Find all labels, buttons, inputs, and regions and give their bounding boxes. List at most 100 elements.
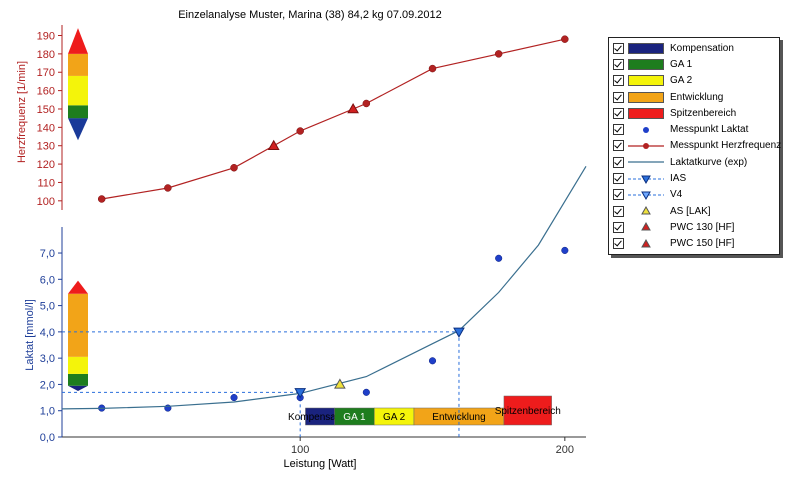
legend-checkbox[interactable] xyxy=(613,205,624,217)
hr-point xyxy=(97,195,106,203)
legend-checkbox[interactable] xyxy=(613,221,624,233)
lactate-tick-label: 6,0 xyxy=(40,274,55,286)
legend-item: IAS xyxy=(609,170,779,186)
lactate-scale-segment xyxy=(68,385,88,392)
legend-item: GA 1 xyxy=(609,56,779,72)
legend-checkbox[interactable] xyxy=(613,91,624,103)
zone-scale-group xyxy=(68,28,88,392)
legend-symbol xyxy=(641,206,651,215)
legend-checkbox[interactable] xyxy=(613,173,624,185)
hr-point xyxy=(561,35,569,43)
series-group xyxy=(61,35,587,412)
hr-tick-label: 180 xyxy=(37,49,55,61)
legend-item: PWC 150 [HF] xyxy=(609,236,779,252)
hr-point xyxy=(494,50,503,58)
lactate-scale-segment xyxy=(68,373,88,386)
hr-scale-segment xyxy=(68,75,88,106)
legend-color-box xyxy=(628,91,664,103)
legend-checkbox[interactable] xyxy=(613,189,624,201)
lactate-tick-label: 5,0 xyxy=(40,301,55,313)
legend-checkbox[interactable] xyxy=(613,124,624,136)
legend-label: Laktatkurve (exp) xyxy=(670,156,748,168)
legend-color-box xyxy=(628,75,664,87)
legend-item: Messpunkt Herzfrequenz xyxy=(609,138,782,154)
hr-tick-label: 150 xyxy=(37,104,55,116)
lactate-tick-label: 0,0 xyxy=(40,432,55,444)
lactate-point xyxy=(428,357,437,365)
lactate-point xyxy=(495,254,503,262)
lactate-scale-segment xyxy=(68,280,88,294)
hr-point xyxy=(362,99,371,108)
legend-item: AS [LAK] xyxy=(609,203,779,219)
legend-checkbox[interactable] xyxy=(613,238,624,250)
hr-tick-label: 160 xyxy=(37,86,55,98)
legend-item: Messpunkt Laktat xyxy=(609,121,779,137)
legend-item: Spitzenbereich xyxy=(609,105,779,121)
legend-triangle xyxy=(641,206,651,215)
zone-band-label: Kompensation xyxy=(288,412,352,423)
hr-scale-segment xyxy=(68,53,88,76)
legend-color-box xyxy=(628,107,664,119)
legend-checkbox[interactable] xyxy=(613,140,624,152)
hr-point xyxy=(296,127,304,135)
lactate-tick-label: 2,0 xyxy=(40,379,55,391)
legend-swatch xyxy=(628,221,664,233)
lactate-tick-label: 3,0 xyxy=(40,353,55,365)
legend-symbol xyxy=(643,126,649,133)
legend-item: GA 2 xyxy=(609,73,779,89)
legend-label: Messpunkt Laktat xyxy=(670,124,749,136)
legend-checkbox[interactable] xyxy=(613,107,624,119)
legend-label: AS [LAK] xyxy=(670,205,711,217)
legend-checkbox[interactable] xyxy=(613,58,624,70)
legend-item: PWC 130 [HF] xyxy=(609,219,779,235)
legend-label: Spitzenbereich xyxy=(670,107,737,119)
lactate-scale-segment xyxy=(68,356,88,374)
legend-label: Kompensation xyxy=(670,42,734,54)
hr-scale-segment xyxy=(68,105,88,119)
legend-swatch xyxy=(628,173,664,185)
lactate-tick-label: 4,0 xyxy=(40,327,55,339)
legend-checkbox[interactable] xyxy=(613,156,624,168)
zone-band-label: GA 2 xyxy=(383,412,406,423)
legend-triangle xyxy=(641,175,651,184)
hr-point xyxy=(230,164,238,172)
legend-dot xyxy=(643,142,649,149)
hr-tick-label: 190 xyxy=(37,31,55,43)
hr-scale-segment xyxy=(68,118,88,141)
as-lak-marker xyxy=(334,378,346,389)
hr-axis-label: Herzfrequenz [1/min] xyxy=(16,61,28,163)
legend-checkbox[interactable] xyxy=(613,75,624,87)
lactate-tick-label: 1,0 xyxy=(40,406,55,418)
lactate-point xyxy=(362,388,370,396)
legend-swatch xyxy=(628,42,664,54)
legend-swatch xyxy=(628,238,664,250)
legend-checkbox[interactable] xyxy=(613,42,624,54)
legend-swatch xyxy=(628,75,664,87)
lactate-tick-label: 7,0 xyxy=(40,248,55,260)
legend-label: IAS xyxy=(670,173,687,185)
legend-swatch xyxy=(628,91,664,103)
legend-item: Entwicklung xyxy=(609,89,779,105)
hr-tick-label: 140 xyxy=(37,122,55,134)
legend-swatch xyxy=(628,205,664,217)
hr-point xyxy=(164,184,172,192)
ias-marker xyxy=(294,388,307,399)
x-axis-label: Leistung [Watt] xyxy=(284,458,357,470)
pwc150-marker xyxy=(347,102,359,114)
legend-triangle xyxy=(641,238,651,248)
zone-band-label: Spitzenbereich xyxy=(495,406,561,417)
axes-group: 100 110 120 130 140 150 160 170 180 190 0,0 1,0 2,0 3… xyxy=(37,25,586,456)
legend-triangle xyxy=(641,222,651,231)
lactate-axis-label: Laktat [mmol/l] xyxy=(24,299,36,371)
legend-dot xyxy=(643,126,649,133)
legend-label: PWC 130 [HF] xyxy=(670,221,735,233)
legend-swatch xyxy=(628,124,664,136)
lactate-scale-segment xyxy=(68,293,88,357)
legend-item: Laktatkurve (exp) xyxy=(609,154,779,170)
x-tick-label: 100 xyxy=(291,444,309,456)
marker-group xyxy=(267,102,465,399)
legend-item: V4 xyxy=(609,187,779,203)
legend-label: Messpunkt Herzfrequenz xyxy=(670,140,782,152)
